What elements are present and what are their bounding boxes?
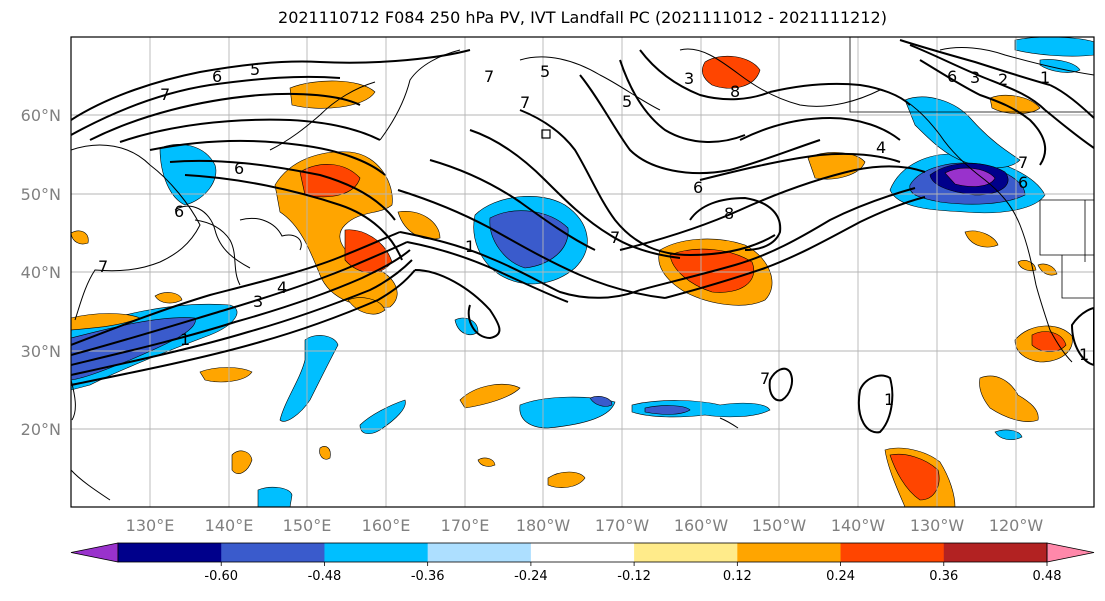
political-borders xyxy=(849,37,1094,299)
contour-label: 1 xyxy=(1040,68,1050,87)
colorbar-swatch xyxy=(427,543,532,562)
map-title: 2021110712 F084 250 hPa PV, IVT Landfall… xyxy=(278,8,887,27)
colorbar-swatch xyxy=(324,543,429,562)
lon-label: 140°W xyxy=(831,516,886,535)
lon-label: 130°E xyxy=(126,516,175,535)
colorbar-tick-label: -0.60 xyxy=(204,569,238,584)
colorbar-tick-label: 0.24 xyxy=(826,569,855,584)
contour-label: 7 xyxy=(160,85,170,104)
colorbar-tick-label: 0.12 xyxy=(723,569,752,584)
lat-label: 40°N xyxy=(21,263,61,282)
lon-label: 170°E xyxy=(441,516,490,535)
lon-label: 170°W xyxy=(595,516,650,535)
colorbar-tick-label: 0.36 xyxy=(929,569,958,584)
colorbar-tick-label: -0.48 xyxy=(308,569,342,584)
lon-label: 130°W xyxy=(910,516,965,535)
contour-label: 3 xyxy=(970,68,980,87)
contour-label: 4 xyxy=(876,138,886,157)
contour-label: 6 xyxy=(1018,173,1028,192)
contour-label: 6 xyxy=(174,202,184,221)
contour-label: 5 xyxy=(540,62,550,81)
contour-label: 6 xyxy=(212,67,222,86)
contour-label: 1 xyxy=(465,237,475,256)
contour-label: 6 xyxy=(234,159,244,178)
map-frame xyxy=(70,36,1095,508)
contour-label: 7 xyxy=(760,369,770,388)
contour-label: 1 xyxy=(1079,345,1089,364)
gridlines xyxy=(71,37,1094,507)
latitude-labels: 60°N 50°N 40°N 30°N 20°N xyxy=(21,106,61,439)
lat-label: 60°N xyxy=(21,106,61,125)
coastlines xyxy=(71,47,1094,501)
contour-label: 7 xyxy=(520,93,530,112)
contour-label: 6 xyxy=(693,178,703,197)
colorbar-tick-label: -0.12 xyxy=(617,569,651,584)
colorbar-extend-min xyxy=(70,542,119,563)
colorbar-tick-label: -0.24 xyxy=(514,569,548,584)
contour-label: 7 xyxy=(610,228,620,247)
lon-label: 160°E xyxy=(362,516,411,535)
lon-label: 140°E xyxy=(205,516,254,535)
colorbar-swatch xyxy=(221,543,325,562)
lon-label: 180°W xyxy=(516,516,571,535)
colorbar-tick-label: 0.48 xyxy=(1033,569,1062,584)
lat-label: 30°N xyxy=(21,342,61,361)
colorbar-swatch xyxy=(634,543,738,562)
colorbar-tick-label: -0.36 xyxy=(411,569,445,584)
lat-label: 20°N xyxy=(21,420,61,439)
contour-label: 2 xyxy=(998,70,1008,89)
colorbar: -0.60 -0.48 -0.36 -0.24 -0.12 0.12 0.24 0.36 0.4… xyxy=(70,542,1095,584)
colorbar-outline xyxy=(117,542,1048,563)
contour-label: 5 xyxy=(250,60,260,79)
lon-label: 120°W xyxy=(989,516,1044,535)
lon-label: 150°E xyxy=(283,516,332,535)
contour-label: 8 xyxy=(724,204,734,223)
lon-label: 160°W xyxy=(674,516,729,535)
contour-label: 6 xyxy=(947,67,957,86)
contour-label: 7 xyxy=(484,67,494,86)
contour-label: 5 xyxy=(622,92,632,111)
contour-label: 7 xyxy=(98,257,108,276)
pv-contours xyxy=(71,39,1094,434)
contour-labels: 7 6 5 7 5 3 8 7 5 4 6 8 7 1 4 3 6 3 2 6 … xyxy=(98,60,1089,409)
colorbar-extend-max xyxy=(1046,542,1095,563)
colorbar-swatch xyxy=(943,543,1048,562)
contour-label: 8 xyxy=(730,82,740,101)
colorbar-swatch xyxy=(530,543,635,562)
contour-label: 7 xyxy=(1018,153,1028,172)
colorbar-swatch xyxy=(737,543,842,562)
contour-label: 1 xyxy=(180,330,190,349)
contour-label: 4 xyxy=(277,278,287,297)
longitude-labels: 130°E 140°E 150°E 160°E 170°E 180°W 170°… xyxy=(126,516,1044,535)
colorbar-swatch xyxy=(840,543,945,562)
contour-label: 1 xyxy=(884,390,894,409)
contour-label: 3 xyxy=(684,69,694,88)
lat-label: 50°N xyxy=(21,185,61,204)
lon-label: 150°W xyxy=(752,516,807,535)
contour-label: 3 xyxy=(253,292,263,311)
island-outlines xyxy=(541,129,551,139)
colorbar-swatch xyxy=(118,543,222,562)
